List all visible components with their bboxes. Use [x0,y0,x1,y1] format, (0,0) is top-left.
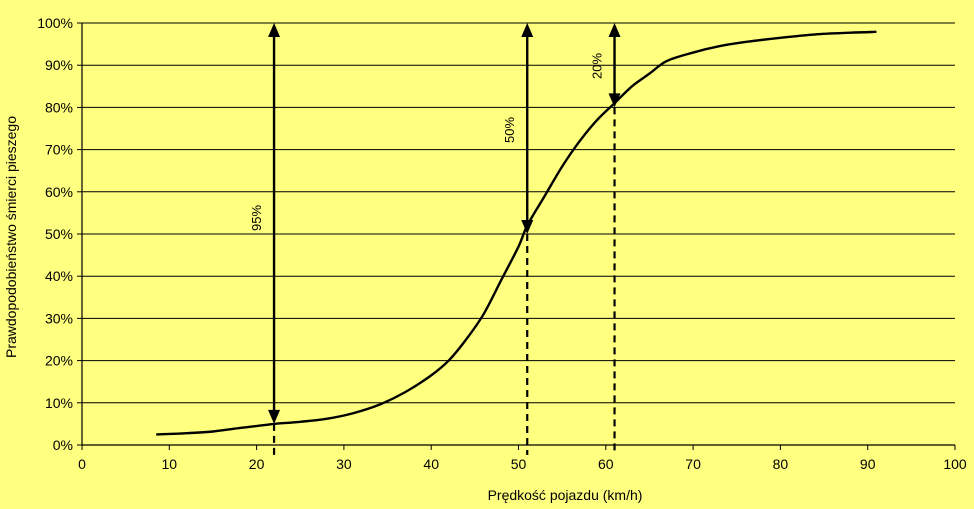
annotation-label: 50% [502,117,517,143]
x-tick-label: 10 [162,456,178,472]
x-tick-label: 70 [685,456,701,472]
arrowhead-down [608,93,621,108]
x-tick-label: 60 [598,456,614,472]
y-tick-label: 70% [45,142,73,158]
annotation-label: 20% [590,53,605,79]
y-tick-label: 100% [37,15,73,31]
annotation-label: 95% [249,205,264,231]
x-tick-label: 80 [773,456,789,472]
x-tick-label: 90 [860,456,876,472]
x-tick-label: 100 [943,456,967,472]
y-tick-label: 90% [45,57,73,73]
x-tick-label: 0 [78,456,86,472]
y-tick-label: 60% [45,184,73,200]
y-tick-label: 80% [45,99,73,115]
y-tick-label: 50% [45,226,73,242]
y-tick-label: 10% [45,395,73,411]
grid-layer [82,22,955,446]
y-tick-label: 20% [45,353,73,369]
x-tick-label: 50 [511,456,527,472]
series-layer [156,30,877,436]
arrowhead-down [268,409,281,424]
x-axis-title: Prędkość pojazdu (km/h) [488,487,643,503]
series-line [156,30,877,436]
x-tick-label: 40 [423,456,439,472]
y-tick-label: 40% [45,268,73,284]
annotation-layer: 95% 50% 20% [249,23,621,455]
arrowhead-down [521,220,534,234]
y-tick-label: 30% [45,310,73,326]
x-tick-label: 20 [249,456,265,472]
arrowhead-up [608,23,621,37]
y-axis-title: Prawdopodobieństwo śmierci pieszego [3,116,19,358]
arrowhead-up [268,23,281,37]
axis-layer: 0% 10% 20% 30% 40% 50% 60% 70% 80% 90% 100% 0 10 20 30… [37,15,967,472]
arrowhead-up [521,23,534,37]
y-tick-label: 0% [53,437,73,453]
x-tick-label: 30 [336,456,352,472]
